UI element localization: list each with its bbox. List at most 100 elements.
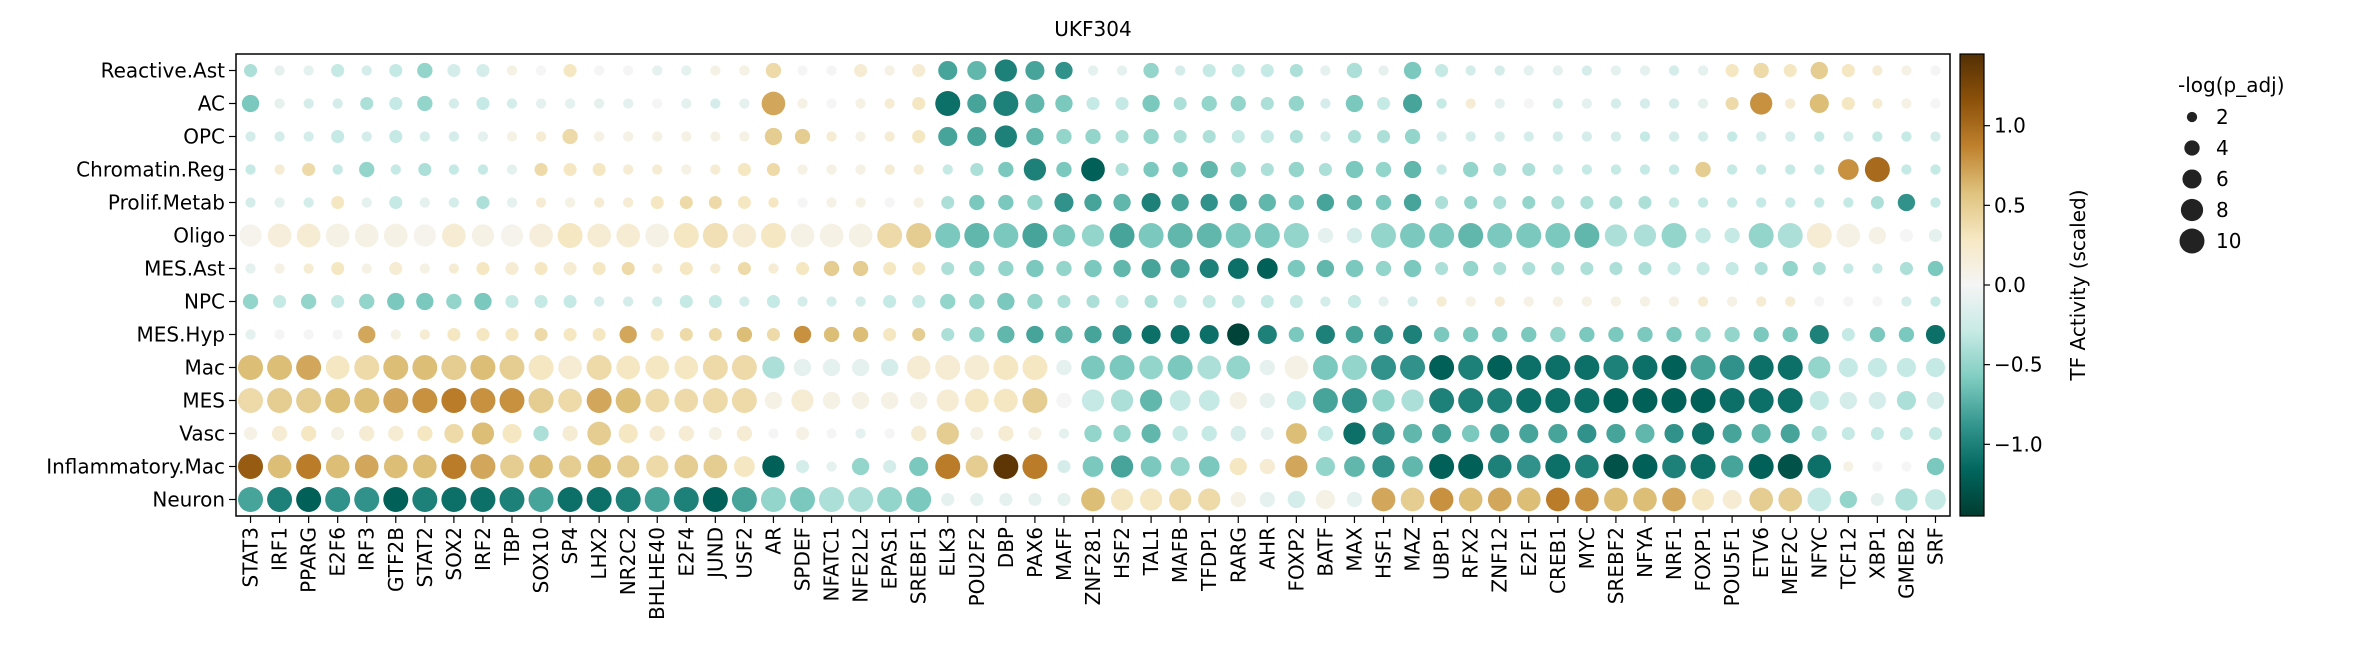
dot: [855, 197, 866, 208]
dot: [1690, 388, 1716, 413]
dot: [1022, 223, 1048, 248]
dot: [883, 294, 897, 309]
column-label: MYC: [1575, 527, 1599, 569]
size-legend-title: -log(p_adj): [2178, 73, 2285, 97]
dot: [243, 63, 258, 78]
dot: [1198, 456, 1220, 477]
dot: [1113, 259, 1131, 278]
row-label: Chromatin.Reg: [76, 158, 225, 182]
dot: [964, 355, 990, 380]
colorbar-tick-label: 0.0: [1994, 273, 2026, 297]
dot: [243, 426, 258, 441]
dot: [964, 223, 990, 248]
colorbar-tick-label: −1.0: [1994, 432, 2043, 456]
dot: [710, 98, 721, 109]
dot: [1668, 296, 1680, 307]
dot: [1141, 423, 1161, 444]
dot: [505, 327, 519, 342]
dot: [499, 487, 525, 512]
dot: [1085, 128, 1101, 145]
dot: [529, 454, 553, 479]
dot: [941, 492, 955, 507]
dot: [623, 164, 634, 175]
dot: [1055, 94, 1073, 113]
dot: [1288, 326, 1305, 343]
dot: [790, 223, 815, 248]
dot: [1429, 487, 1454, 512]
column-label: TBP: [500, 527, 524, 566]
dot: [994, 59, 1017, 82]
dot: [1637, 326, 1653, 343]
dot: [969, 293, 985, 310]
dot: [506, 197, 518, 208]
dot: [681, 164, 692, 175]
dot: [1494, 296, 1505, 307]
dot: [1778, 487, 1803, 512]
dot: [558, 388, 582, 413]
dot: [1202, 63, 1216, 78]
dot: [1027, 293, 1043, 310]
dot: [1603, 388, 1629, 413]
dot: [819, 487, 845, 512]
dot: [1930, 197, 1941, 208]
dot: [564, 98, 576, 109]
dot: [1928, 426, 1943, 441]
dot: [1139, 389, 1163, 412]
dot: [1055, 61, 1073, 80]
dot: [1082, 456, 1104, 477]
dot: [1141, 324, 1161, 345]
dot: [1545, 487, 1570, 512]
dot: [795, 459, 810, 474]
dot: [710, 131, 721, 142]
dot: [1523, 296, 1534, 307]
dot: [1843, 131, 1854, 142]
dot: [470, 388, 496, 413]
dot: [1403, 93, 1423, 114]
dot: [303, 197, 314, 208]
dot: [238, 487, 264, 512]
dot: [267, 388, 293, 413]
dot: [1199, 258, 1219, 279]
column-label: MEF2C: [1778, 527, 1802, 595]
dot: [679, 327, 693, 342]
row-label: Reactive.Ast: [101, 59, 226, 83]
dot: [965, 455, 988, 478]
dot: [702, 223, 728, 248]
dot: [1606, 423, 1626, 444]
dot: [1202, 294, 1216, 309]
dot: [1081, 355, 1105, 380]
dot: [332, 329, 343, 340]
dot: [1609, 261, 1623, 276]
dot: [1109, 355, 1135, 380]
dot: [1697, 65, 1709, 76]
dot: [1433, 326, 1450, 343]
dot: [760, 487, 786, 512]
dot: [1930, 164, 1941, 175]
dot: [383, 454, 408, 479]
dot: [1436, 98, 1447, 109]
dot: [1260, 426, 1274, 441]
dot: [766, 294, 780, 309]
dot: [354, 355, 380, 380]
dot: [1346, 227, 1363, 244]
dot: [470, 454, 496, 479]
dot: [1173, 294, 1187, 309]
dot: [674, 454, 699, 479]
dot: [1116, 65, 1128, 76]
dot: [447, 327, 461, 342]
dot: [477, 131, 489, 142]
dot: [851, 358, 870, 377]
dot: [470, 355, 496, 380]
dot: [852, 260, 869, 277]
dot: [383, 388, 409, 413]
dot: [500, 454, 524, 479]
column-label: HSF1: [1372, 527, 1396, 579]
dot: [448, 164, 460, 175]
dot: [644, 487, 670, 512]
dot: [1025, 93, 1045, 114]
size-legend-dot: [2186, 111, 2198, 123]
dot: [1777, 355, 1803, 380]
dot: [1812, 261, 1826, 276]
column-label: MAX: [1342, 527, 1366, 572]
column-label: ETV6: [1749, 527, 1773, 578]
